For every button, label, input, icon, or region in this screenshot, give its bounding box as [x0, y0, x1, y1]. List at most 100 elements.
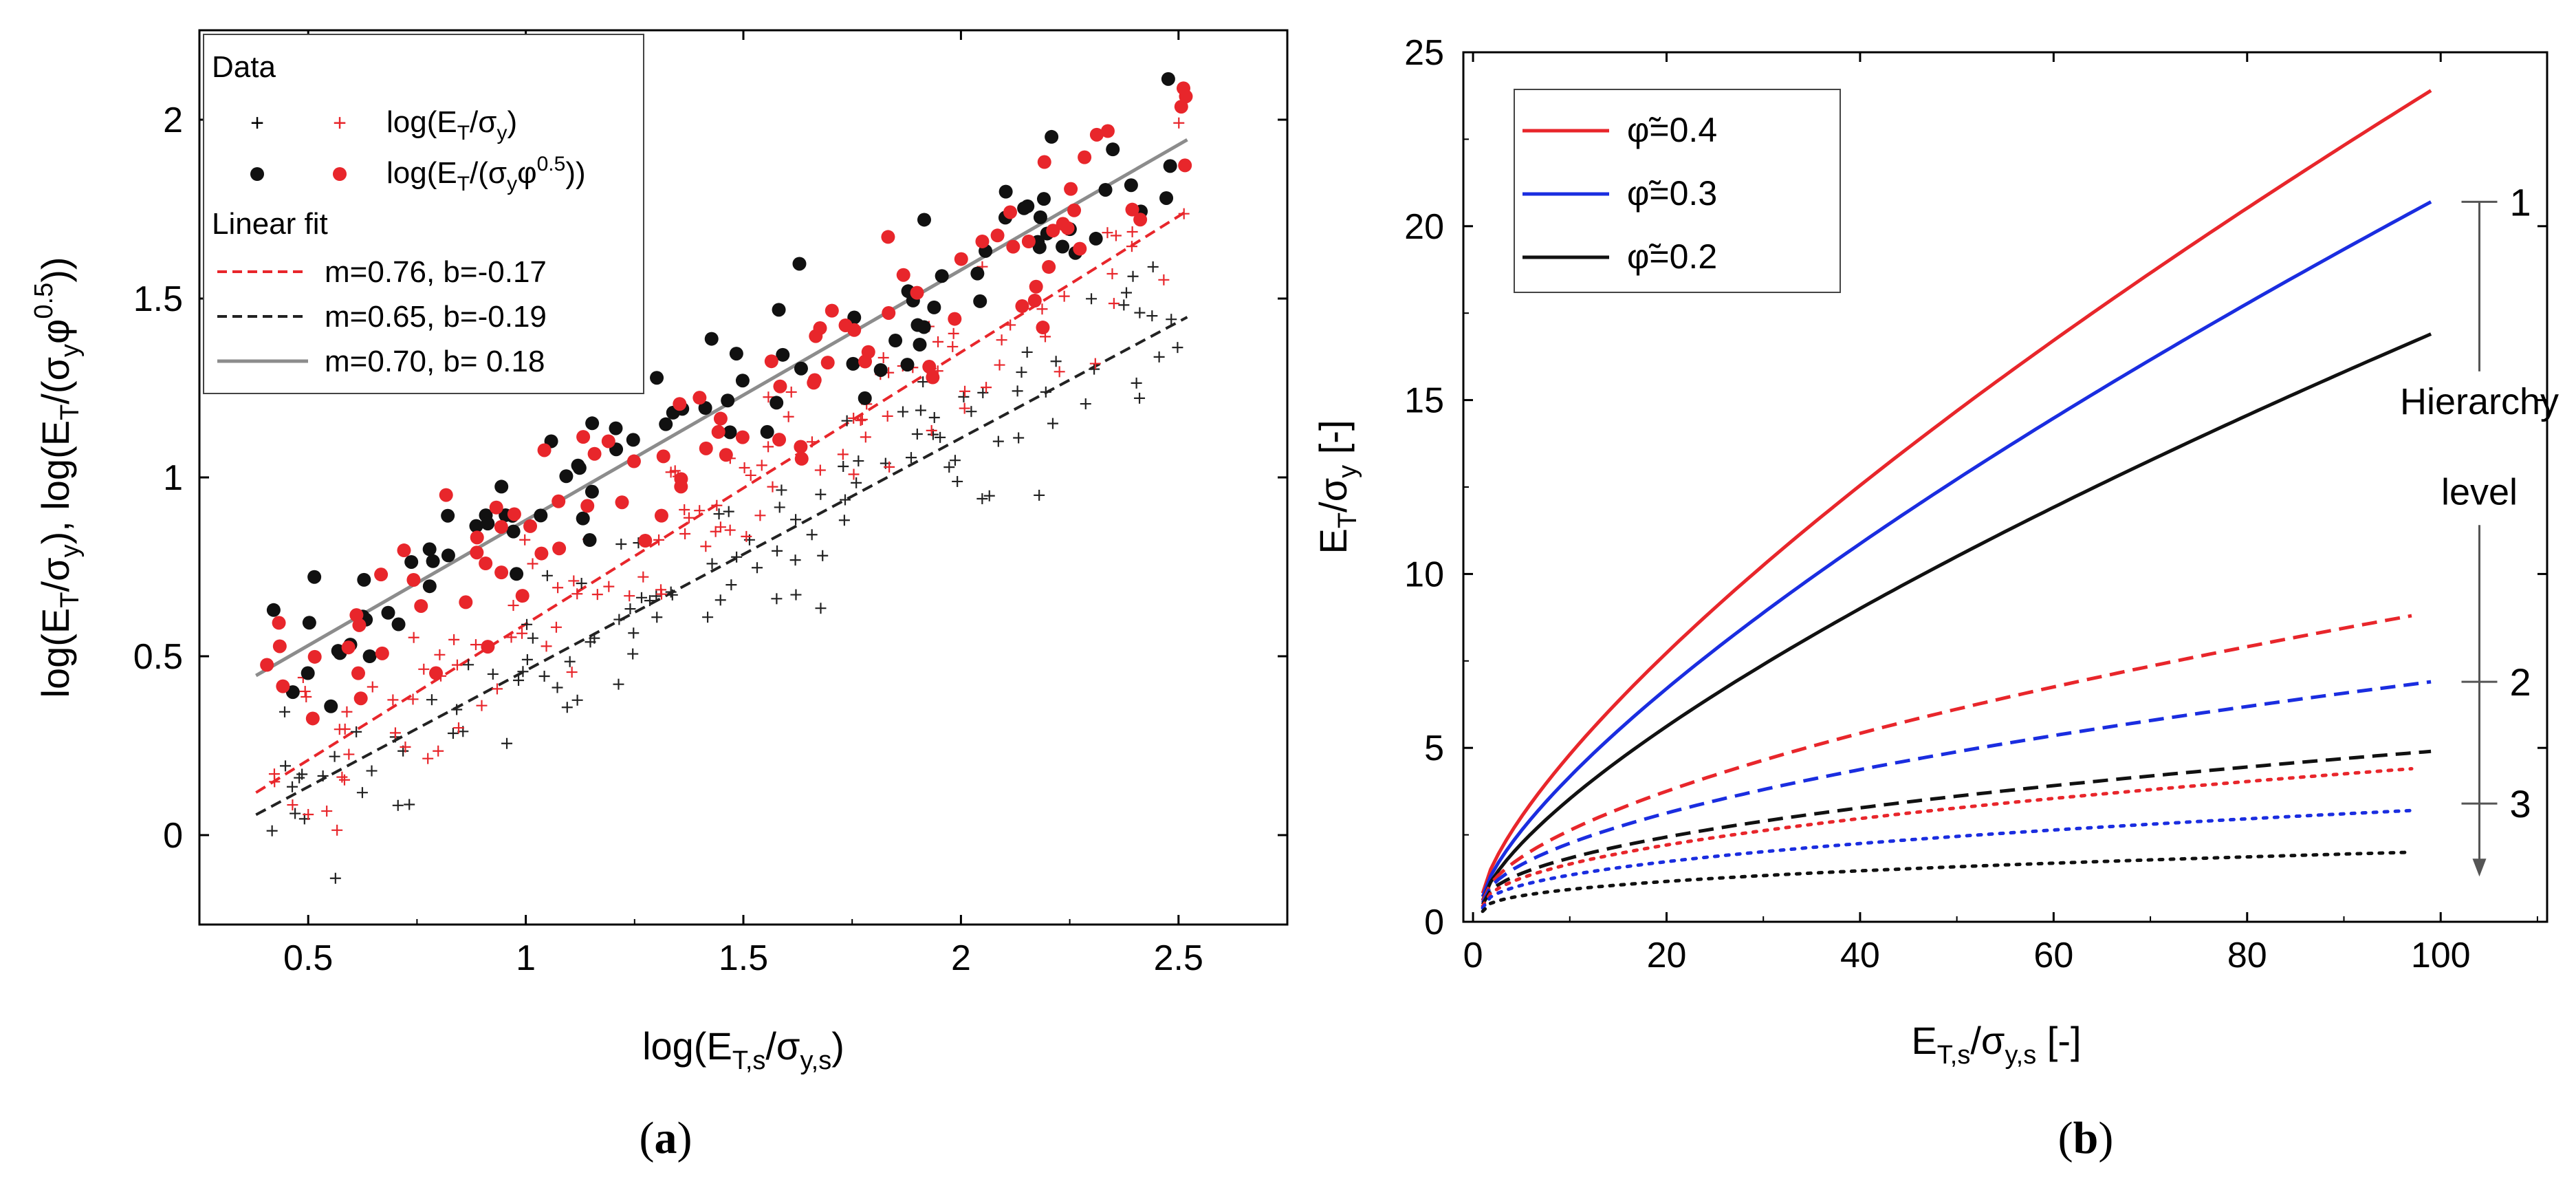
- scatter-point: [756, 460, 767, 471]
- scatter-point: [541, 570, 553, 581]
- scatter-point: [515, 589, 530, 603]
- series-line: [1481, 614, 2412, 902]
- scatter-point: [837, 449, 849, 460]
- scatter-point: [448, 634, 460, 645]
- scatter-point: [362, 649, 377, 663]
- panel-b-curves: [1481, 89, 2432, 914]
- scatter-point: [1106, 268, 1118, 280]
- scatter-point: [317, 770, 329, 781]
- scatter-point: [731, 551, 743, 563]
- scatter-point: [911, 428, 923, 440]
- scatter-point: [400, 741, 411, 753]
- series-line: [1481, 89, 2432, 894]
- scatter-point: [794, 440, 808, 454]
- scatter-point: [790, 589, 802, 601]
- scatter-point: [287, 799, 298, 811]
- scatter-point: [494, 519, 508, 534]
- scatter-point: [447, 727, 459, 739]
- scatter-point: [356, 787, 368, 799]
- scatter-point: [809, 329, 823, 343]
- scatter-point: [846, 356, 860, 371]
- scatter-point: [341, 640, 356, 655]
- panel-a-scatter-points: [260, 72, 1193, 884]
- hierarchy-label-level: level: [2441, 471, 2518, 512]
- scatter-point: [882, 410, 893, 422]
- scatter-point: [926, 370, 940, 385]
- panel-a-x-axis-label: log(ET,s/σy,s): [642, 1024, 844, 1075]
- scatter-point: [900, 358, 915, 372]
- scatter-point: [1067, 203, 1082, 217]
- scatter-point: [915, 404, 926, 416]
- scatter-point: [494, 565, 509, 580]
- scatter-point: [513, 675, 525, 687]
- scatter-point: [479, 557, 493, 571]
- series-line: [1481, 749, 2432, 905]
- scatter-point: [1159, 191, 1174, 205]
- scatter-point: [1034, 489, 1045, 501]
- scatter-point: [357, 572, 371, 587]
- scatter-point: [711, 499, 723, 511]
- scatter-point: [897, 406, 908, 418]
- scatter-point: [1045, 129, 1059, 144]
- scatter-point: [568, 575, 580, 587]
- scatter-point: [1108, 298, 1120, 310]
- panel-a-y-axis-label: log(ET/σy), log(ET/(σyφ0.5)): [30, 257, 85, 698]
- scatter-point: [760, 424, 774, 439]
- scatter-point: [665, 586, 677, 598]
- scatter-point: [1174, 100, 1188, 114]
- scatter-point: [1146, 310, 1158, 322]
- scatter-point: [794, 451, 809, 466]
- scatter-point: [763, 391, 774, 403]
- scatter-point: [855, 415, 866, 426]
- scatter-point: [1015, 299, 1029, 314]
- scatter-point: [1042, 260, 1056, 274]
- scatter-point: [624, 603, 636, 615]
- scatter-point: [585, 416, 600, 431]
- scatter-point: [407, 693, 419, 705]
- x-tick-label: 1: [516, 938, 536, 978]
- y-tick-label: 10: [1404, 554, 1444, 594]
- legend-entry-log-et-sy: log(ET/σy): [386, 105, 517, 144]
- x-tick-label: 0: [1463, 936, 1483, 975]
- scatter-point: [981, 382, 992, 393]
- legend-entry-red-fit: m=0.76, b=-0.17: [325, 255, 547, 289]
- scatter-point: [351, 666, 365, 680]
- scatter-point: [527, 558, 538, 570]
- scatter-point: [881, 230, 895, 244]
- scatter-point: [806, 436, 818, 448]
- legend-label-phi-04: φ̃=0.4: [1627, 111, 1717, 149]
- scatter-point: [290, 808, 301, 819]
- scatter-point: [739, 462, 750, 473]
- scatter-point: [1027, 294, 1042, 308]
- series-line: [1481, 332, 2432, 901]
- scatter-point: [699, 441, 713, 455]
- scatter-point: [700, 541, 712, 552]
- legend-red-plus-marker: +: [333, 110, 347, 136]
- series-line: [1481, 850, 2414, 914]
- scatter-point: [654, 508, 668, 523]
- scatter-point: [439, 488, 453, 502]
- x-tick-label: 80: [2227, 936, 2267, 975]
- scatter-point: [517, 666, 529, 678]
- scatter-point: [336, 771, 348, 783]
- scatter-point: [858, 354, 873, 369]
- series-line: [1481, 808, 2414, 910]
- scatter-point: [463, 659, 474, 671]
- scatter-point: [735, 430, 750, 444]
- scatter-point: [1179, 89, 1193, 104]
- x-tick-label: 1.5: [719, 938, 768, 978]
- scatter-point: [990, 228, 1005, 243]
- x-tick-label: 40: [1840, 936, 1880, 975]
- scatter-point: [1118, 299, 1130, 311]
- scatter-point: [1100, 124, 1115, 138]
- scatter-point: [653, 534, 665, 546]
- scatter-point: [1003, 205, 1018, 219]
- scatter-point: [505, 631, 517, 643]
- scatter-point: [943, 462, 955, 473]
- scatter-point: [856, 413, 868, 425]
- scatter-point: [976, 493, 988, 504]
- scatter-point: [702, 612, 714, 623]
- scatter-point: [992, 435, 1004, 447]
- scatter-point: [1046, 224, 1060, 238]
